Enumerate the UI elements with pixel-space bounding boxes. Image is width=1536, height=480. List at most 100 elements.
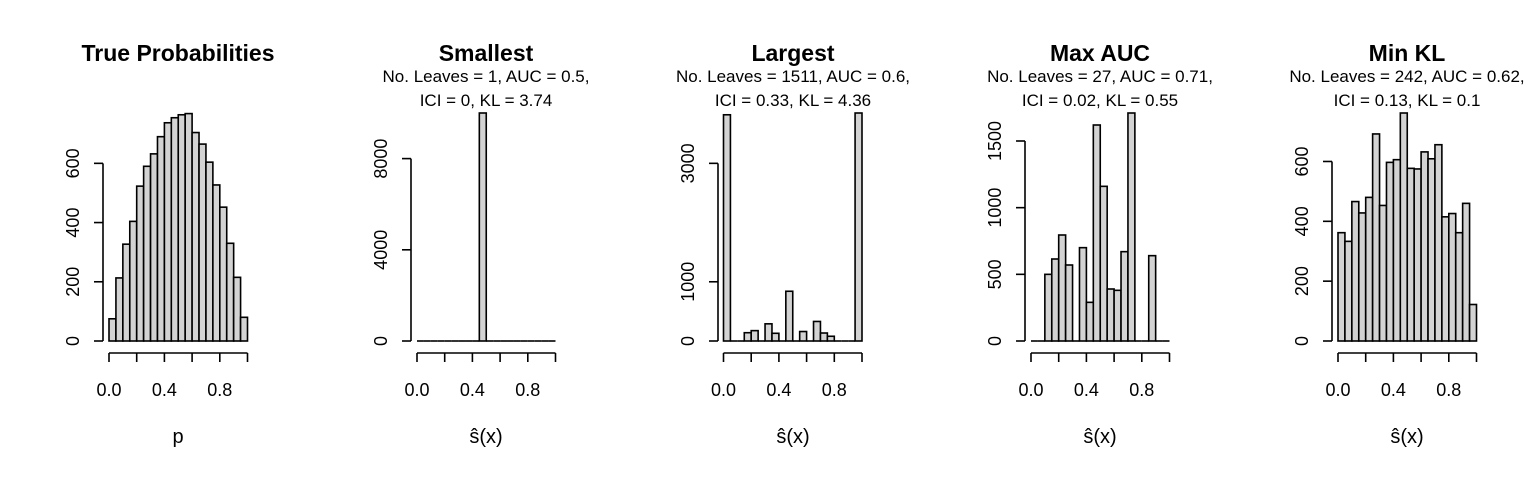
histogram-bar: [1057, 234, 1067, 342]
panel-subtitle: ICI = 0, KL = 3.74: [420, 91, 553, 110]
histogram-bar: [142, 165, 152, 342]
y-tick-label: 0: [371, 336, 391, 346]
y-tick-label: 600: [1292, 146, 1312, 176]
histogram-bar: [239, 316, 249, 342]
histogram-bar: [1064, 264, 1074, 342]
x-tick-label: 0.4: [152, 380, 177, 400]
x-tick-label: 0.0: [96, 380, 121, 400]
histogram-bar: [812, 320, 822, 342]
x-axis-label: p: [172, 426, 183, 448]
histogram-bar: [764, 323, 773, 342]
x-tick-label: 0.8: [1129, 380, 1154, 400]
x-axis-label: ŝ(x): [469, 426, 502, 448]
histogram-bar: [478, 112, 488, 342]
y-tick-label: 3000: [678, 143, 698, 183]
x-tick-label: 0.0: [1325, 380, 1350, 400]
x-tick-label: 0.4: [1381, 380, 1406, 400]
panel-1: True Probabilities 0 200 400 600 0.0 0.4 0.8 p: [63, 40, 275, 448]
x-tick-label: 0.0: [711, 380, 736, 400]
panel-subtitle: No. Leaves = 1511, AUC = 0.6,: [676, 67, 910, 86]
histogram-bar: [798, 330, 808, 342]
histogram-bar: [1441, 216, 1450, 342]
histogram-bar: [219, 206, 228, 342]
histogram-bar: [225, 242, 235, 342]
histogram-bar: [1344, 240, 1353, 342]
histogram-bar: [1099, 185, 1108, 342]
y-tick-label: 1000: [678, 262, 698, 302]
histogram-bar: [1468, 303, 1478, 342]
histogram-bar: [1357, 212, 1367, 342]
histogram-bar: [1454, 231, 1464, 342]
y-tick-label: 200: [1292, 266, 1312, 296]
x-axis-label: ŝ(x): [1390, 426, 1423, 448]
histogram-bar: [1092, 124, 1102, 342]
histogram-bar: [184, 112, 193, 342]
histogram-bar: [1378, 204, 1388, 342]
histogram-bar: [108, 317, 117, 342]
histogram-bar: [1044, 273, 1053, 342]
x-tick-label: 0.8: [515, 380, 540, 400]
panel-title: Min KL: [1369, 40, 1446, 66]
histogram-bar: [1106, 288, 1115, 342]
panel-title: Smallest: [439, 40, 534, 66]
y-tick-label: 0: [63, 336, 83, 346]
x-tick-label: 0.8: [1436, 380, 1461, 400]
histogram-bar: [1120, 250, 1129, 342]
histogram-bar: [1448, 212, 1457, 342]
x-tick-label: 0.8: [822, 380, 847, 400]
histogram-bar: [232, 276, 242, 342]
histogram-bar: [1461, 202, 1471, 342]
histogram-bar: [191, 131, 200, 342]
histogram-bar: [1385, 161, 1395, 342]
panel-subtitle: No. Leaves = 242, AUC = 0.62,: [1289, 67, 1524, 86]
y-tick-label: 4000: [371, 230, 391, 270]
histogram-bar: [115, 277, 124, 342]
x-tick-label: 0.8: [207, 380, 232, 400]
histogram-bar: [170, 116, 180, 342]
histogram-bar: [771, 332, 780, 342]
histogram-bar: [205, 161, 214, 342]
histogram-bar: [212, 184, 221, 342]
histogram-bar: [1147, 254, 1157, 342]
histogram-bar: [826, 335, 836, 342]
panel-subtitle: ICI = 0.13, KL = 0.1: [1334, 91, 1481, 110]
histogram-bar: [1392, 158, 1402, 342]
histogram-bar: [1434, 143, 1443, 342]
histogram-bar: [156, 135, 166, 342]
histogram-bar: [177, 113, 186, 342]
histogram-bar: [149, 153, 159, 342]
panel-title: Largest: [751, 40, 834, 66]
histogram-bar: [854, 112, 863, 342]
panel-title: True Probabilities: [82, 40, 275, 66]
panel-subtitle: No. Leaves = 27, AUC = 0.71,: [987, 67, 1213, 86]
histogram-bar: [1413, 168, 1422, 342]
histogram-bar: [135, 185, 145, 342]
histogram-bar: [750, 329, 759, 342]
y-tick-label: 8000: [371, 139, 391, 179]
y-tick-label: 400: [1292, 206, 1312, 236]
x-axis-label: ŝ(x): [776, 426, 809, 448]
y-tick-label: 600: [63, 148, 83, 178]
histogram-bar: [819, 332, 829, 342]
histogram-bar: [1127, 112, 1136, 342]
x-tick-label: 0.4: [1074, 380, 1099, 400]
y-tick-label: 0: [1292, 336, 1312, 346]
y-tick-label: 400: [63, 208, 83, 238]
histogram-bar: [1050, 258, 1060, 342]
histogram-bar: [1351, 200, 1360, 342]
y-tick-label: 0: [985, 336, 1005, 346]
histogram-bar: [198, 143, 207, 342]
y-tick-label: 200: [63, 267, 83, 297]
panel-subtitle: ICI = 0.33, KL = 4.36: [715, 91, 871, 110]
x-tick-label: 0.4: [460, 380, 485, 400]
histogram-bar: [1399, 112, 1409, 342]
histogram-bar: [722, 113, 732, 342]
panel-title: Max AUC: [1050, 40, 1150, 66]
x-tick-label: 0.0: [1018, 380, 1043, 400]
histogram-bar: [1085, 301, 1095, 342]
panel-subtitle: No. Leaves = 1, AUC = 0.5,: [383, 67, 590, 86]
histogram-bar: [1337, 231, 1346, 342]
